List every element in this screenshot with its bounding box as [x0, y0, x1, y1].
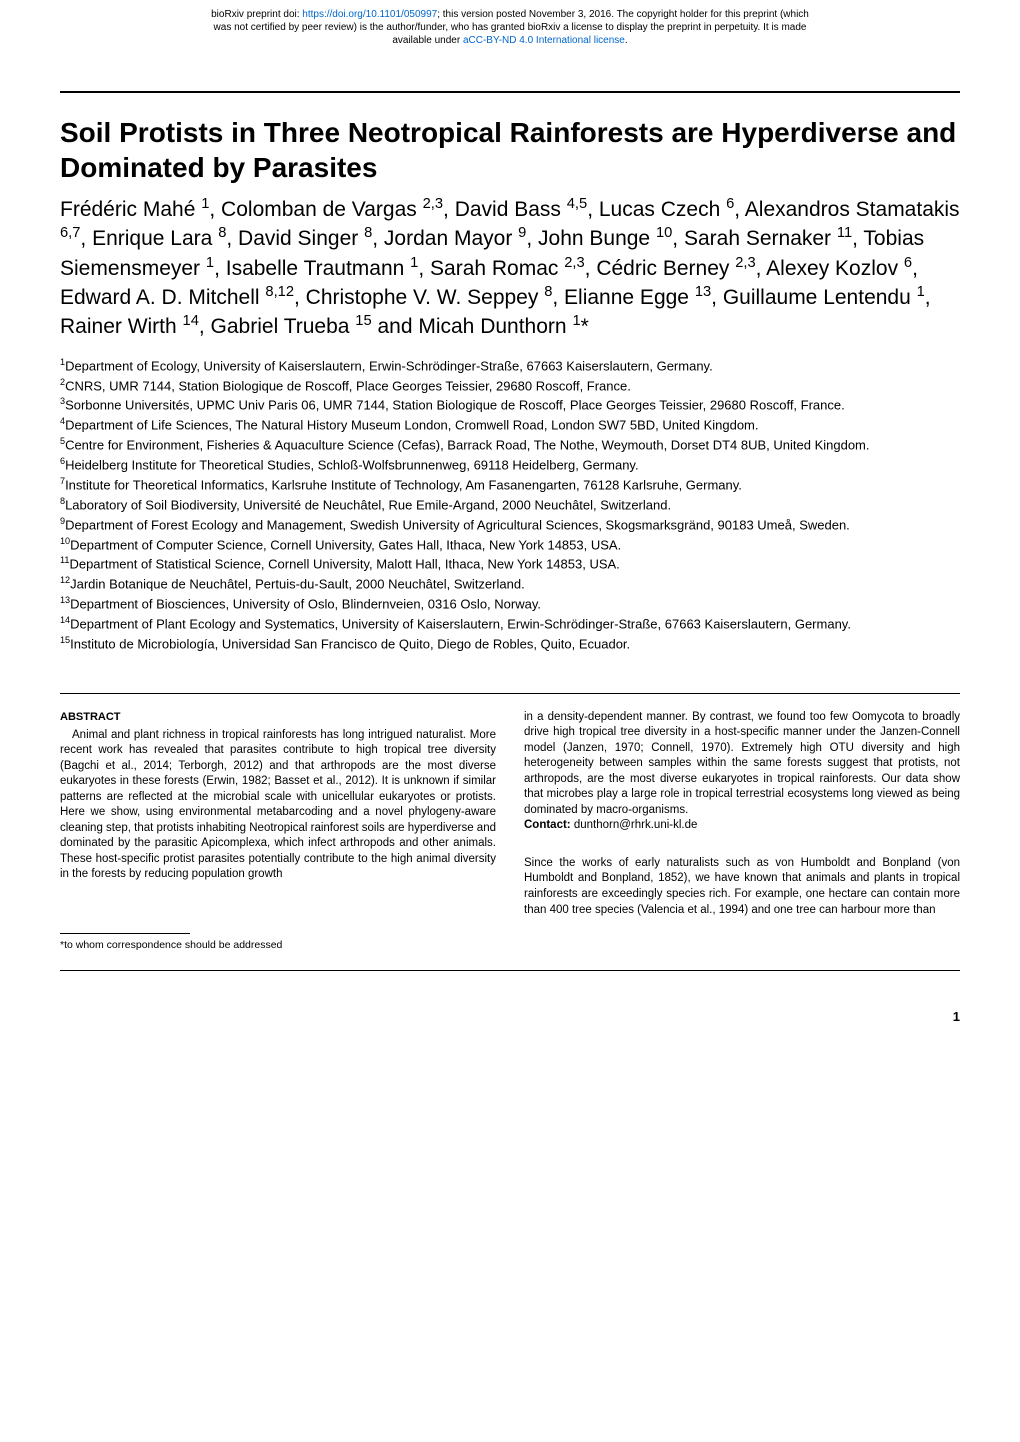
contact-line: Contact: dunthorn@rhrk.uni-kl.de — [524, 818, 960, 834]
affiliation-item: 13Department of Biosciences, University … — [60, 594, 960, 613]
affiliation-item: 10Department of Computer Science, Cornel… — [60, 535, 960, 554]
affiliation-item: 7Institute for Theoretical Informatics, … — [60, 475, 960, 494]
page-content: Soil Protists in Three Neotropical Rainf… — [0, 51, 1020, 1001]
abstract-text-left: Animal and plant richness in tropical ra… — [60, 728, 496, 883]
affiliation-list: 1Department of Ecology, University of Ka… — [60, 356, 960, 653]
right-column: in a density-dependent manner. By contra… — [524, 710, 960, 952]
page-number: 1 — [0, 1001, 1020, 1044]
affiliation-item: 11Department of Statistical Science, Cor… — [60, 554, 960, 573]
contact-label: Contact: — [524, 819, 574, 831]
affiliation-item: 14Department of Plant Ecology and System… — [60, 614, 960, 633]
author-list: Frédéric Mahé 1, Colomban de Vargas 2,3,… — [60, 195, 960, 342]
preprint-line2: was not certified by peer review) is the… — [214, 22, 807, 33]
doi-link[interactable]: https://doi.org/10.1101/050997 — [302, 9, 437, 20]
left-column: ABSTRACT Animal and plant richness in tr… — [60, 710, 496, 952]
bottom-rule — [60, 970, 960, 971]
body-paragraph: Since the works of early naturalists suc… — [524, 856, 960, 918]
affiliation-item: 1Department of Ecology, University of Ka… — [60, 356, 960, 375]
abstract-text-right: in a density-dependent manner. By contra… — [524, 710, 960, 819]
corresponding-footnote: *to whom correspondence should be addres… — [60, 938, 496, 952]
affiliation-item: 5Centre for Environment, Fisheries & Aqu… — [60, 435, 960, 454]
affiliation-item: 15Instituto de Microbiología, Universida… — [60, 634, 960, 653]
preprint-line1-suffix: ; this version posted November 3, 2016. … — [437, 9, 809, 20]
preprint-line1-prefix: bioRxiv preprint doi: — [211, 9, 302, 20]
preprint-line3-suffix: . — [625, 35, 628, 46]
mid-rule — [60, 693, 960, 694]
affiliation-item: 9Department of Forest Ecology and Manage… — [60, 515, 960, 534]
two-column-body: ABSTRACT Animal and plant richness in tr… — [60, 710, 960, 952]
preprint-line3-prefix: available under — [392, 35, 463, 46]
contact-email: dunthorn@rhrk.uni-kl.de — [574, 819, 698, 831]
license-link[interactable]: aCC-BY-ND 4.0 International license — [463, 35, 625, 46]
abstract-heading: ABSTRACT — [60, 710, 496, 725]
article-title: Soil Protists in Three Neotropical Rainf… — [60, 115, 960, 185]
affiliation-item: 3Sorbonne Universités, UPMC Univ Paris 0… — [60, 395, 960, 414]
affiliation-item: 8Laboratory of Soil Biodiversity, Univer… — [60, 495, 960, 514]
top-rule — [60, 91, 960, 93]
affiliation-item: 12Jardin Botanique de Neuchâtel, Pertuis… — [60, 574, 960, 593]
affiliation-item: 6Heidelberg Institute for Theoretical St… — [60, 455, 960, 474]
preprint-banner: bioRxiv preprint doi: https://doi.org/10… — [0, 0, 1020, 51]
footnote-rule — [60, 933, 190, 934]
affiliation-item: 2CNRS, UMR 7144, Station Biologique de R… — [60, 376, 960, 395]
affiliation-item: 4Department of Life Sciences, The Natura… — [60, 415, 960, 434]
